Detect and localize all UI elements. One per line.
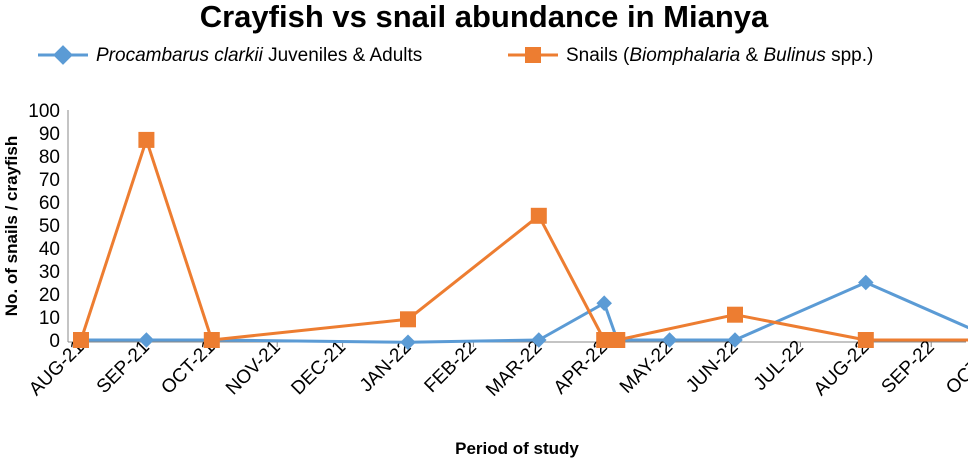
series-snails [73,131,968,348]
legend-entry-crayfish: Procambarus clarkii Juveniles & Adults [38,45,422,66]
data-point [727,306,743,323]
y-tick-label: 40 [39,239,60,260]
x-tick-label: DEC-21 [288,337,351,400]
x-axis-label: Period of study [455,439,579,458]
y-tick-label: 20 [39,285,60,306]
legend-crayfish-rest: Juveniles & Adults [263,45,422,66]
x-tick-labels: AUG-21 SEP-21 OCT-21 NOV-21 DEC-21 JAN-22 FEB-… [25,337,968,401]
data-point [203,332,220,348]
x-tick-label: SEP-22 [878,337,939,398]
legend-snails-marker [525,47,541,63]
legend-crayfish-species: Procambarus clarkii [96,45,264,66]
legend-crayfish-marker [53,45,73,65]
series-line [79,138,968,342]
y-tick-label: 60 [39,193,60,214]
y-tick-label: 90 [39,124,60,145]
legend-snails-label: Snails (Biomphalaria & Bulinus spp.) [566,45,873,66]
y-tick-label: 70 [39,170,60,191]
x-tick-label: JUL-22 [750,337,808,395]
y-tick-label: 10 [39,308,60,329]
x-tick-label: OCT-22 [942,337,968,399]
y-tick-label: 80 [39,147,60,168]
legend-snails-genus2: Bulinus [764,45,827,66]
data-point [609,332,626,348]
data-point [400,311,416,328]
data-point [138,131,155,148]
legend-snails-genus1: Biomphalaria [629,45,740,66]
legend-snails-pre: Snails ( [566,45,630,66]
chart-title: Crayfish vs snail abundance in Mianya [200,0,769,34]
y-tick-label: 0 [49,331,60,352]
data-point [530,207,547,224]
y-tick-label: 50 [39,216,60,237]
x-tick-label: FEB-22 [421,337,481,397]
data-point [138,332,155,348]
data-point [596,332,613,348]
data-point [857,332,874,348]
y-tick-label: 100 [28,101,60,122]
legend-snails-mid: & [740,45,763,66]
legend-snails-post: spp.) [826,45,874,66]
data-point [596,295,612,311]
series-group [73,131,968,351]
legend-entry-snails: Snails (Biomphalaria & Bulinus spp.) [508,45,873,66]
legend-crayfish-label: Procambarus clarkii Juveniles & Adults [96,45,422,66]
data-point [73,332,89,348]
legend: Procambarus clarkii Juveniles & Adults S… [38,45,873,66]
y-axis-label: No. of snails / crayfish [2,136,21,316]
data-point [858,274,874,291]
y-tick-label: 30 [39,262,60,283]
x-tick-label: NOV-21 [222,337,285,400]
x-tick-label: MAR-22 [482,337,546,401]
